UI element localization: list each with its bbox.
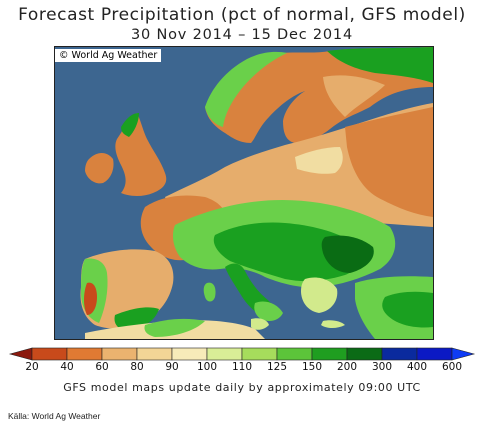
scale-cells [31,347,453,361]
portugal-dry [84,282,97,315]
scale-cell [206,347,243,361]
scale-cell [311,347,348,361]
scale-cell [416,347,453,361]
north-africa-wet [144,318,205,337]
balkans-darkest [321,235,374,273]
scale-cell [31,347,68,361]
scale-tick-label: 125 [266,361,288,373]
source-credit: Källa: World Ag Weather [8,411,101,421]
scale-tick-label: 600 [441,361,463,373]
scale-tick-label: 80 [130,361,144,373]
crete [321,320,345,328]
sicily [251,318,269,330]
iberia-south-wet [114,307,159,331]
finland-light [323,75,385,117]
scale-cell [241,347,278,361]
ireland [85,153,114,184]
sardinia [203,282,216,302]
scale-tick-label: 150 [301,361,323,373]
turkey-dark [382,291,433,328]
scale-tick-label: 110 [231,361,253,373]
balkans-very-wet [213,222,362,282]
scale-tick-label: 60 [95,361,109,373]
update-note: GFS model maps update daily by approxima… [63,381,421,394]
finland-north-wet [327,47,433,83]
color-scale-bar [8,347,476,361]
scale-tick-label: 40 [60,361,74,373]
scale-cell [66,347,103,361]
scale-cell [346,347,383,361]
date-range: 30 Nov 2014 – 15 Dec 2014 [131,27,353,43]
scotland-north [121,113,139,137]
scale-right-arrow [451,347,476,361]
scale-left-arrow [8,347,33,361]
scale-tick-label: 300 [371,361,393,373]
italy-south-light [254,301,283,321]
scale-tick-label: 200 [336,361,358,373]
russia-dry-deep [345,107,433,217]
baltic-states [295,147,343,174]
scale-cell [101,347,138,361]
scale-cell [381,347,418,361]
norway-coast-wet [205,51,287,128]
scale-cell [276,347,313,361]
scale-tick-label: 90 [165,361,179,373]
scale-cell [171,347,208,361]
europe-map-graphic [80,47,433,339]
precipitation-map [54,46,434,340]
scale-tick-label: 400 [406,361,428,373]
map-title: Forecast Precipitation (pct of normal, G… [18,5,466,25]
scale-cell [136,347,173,361]
map-copyright: © World Ag Weather [55,49,162,62]
scale-tick-label: 100 [196,361,218,373]
greece [301,277,338,313]
scale-tick-labels: 20 40 60 80 90 100 110 125 150 200 300 400 600 [0,361,484,375]
scale-tick-label: 20 [25,361,39,373]
